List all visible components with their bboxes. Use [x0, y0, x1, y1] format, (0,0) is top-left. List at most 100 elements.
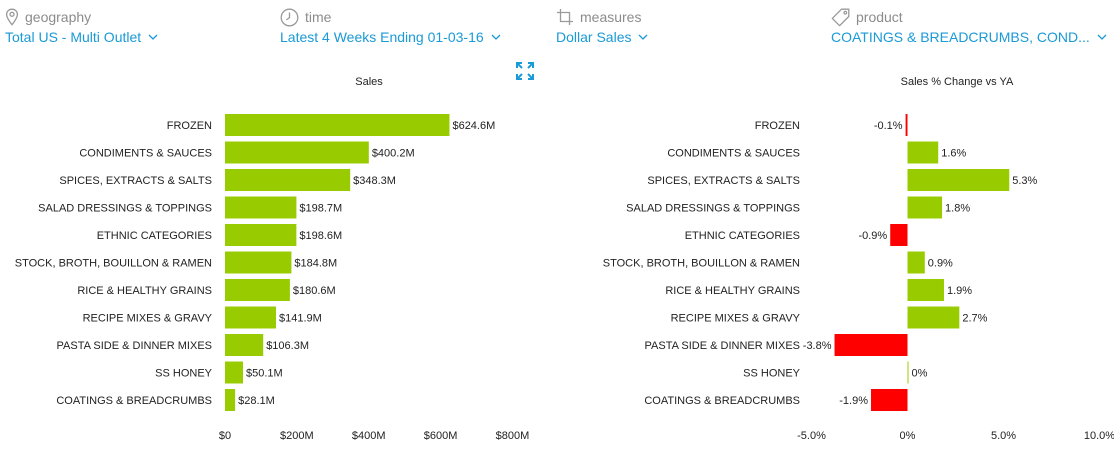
bar[interactable] [907, 361, 909, 384]
category-label: STOCK, BROTH, BOUILLON & RAMEN [603, 258, 800, 270]
bar[interactable] [907, 306, 960, 329]
filter-measures-value[interactable]: Dollar Sales [556, 29, 632, 45]
category-label: RICE & HEALTHY GRAINS [665, 285, 800, 297]
data-label: 0.9% [928, 258, 953, 270]
data-label: 1.9% [947, 285, 972, 297]
category-label: PASTA SIDE & DINNER MIXES [645, 340, 800, 352]
data-label: -3.8% [803, 340, 832, 352]
filter-geography[interactable]: geography Total US - Multi Outlet [5, 6, 158, 45]
x-tick-label: 0% [900, 430, 916, 442]
category-label: SALAD DRESSINGS & TOPPINGS [626, 203, 800, 215]
bar[interactable] [225, 251, 292, 274]
data-label: $28.1M [238, 395, 275, 407]
data-label: -1.9% [839, 395, 868, 407]
data-label: 1.6% [941, 148, 966, 160]
bar[interactable] [907, 196, 943, 219]
bar[interactable] [225, 279, 290, 301]
bar[interactable] [905, 114, 908, 136]
category-label: SPICES, EXTRACTS & SALTS [647, 175, 800, 187]
category-label: STOCK, BROTH, BOUILLON & RAMEN [15, 258, 212, 270]
category-label: ETHNIC CATEGORIES [685, 230, 800, 242]
bar[interactable] [225, 389, 236, 411]
data-label: $180.6M [293, 285, 336, 297]
data-label: -0.1% [874, 120, 903, 132]
data-label: $198.7M [299, 203, 342, 215]
data-label: $184.8M [294, 258, 337, 270]
bar[interactable] [225, 334, 264, 356]
data-label: 2.7% [962, 313, 987, 325]
bar[interactable] [225, 196, 297, 219]
category-label: ETHNIC CATEGORIES [97, 230, 212, 242]
data-label: $198.6M [299, 230, 342, 242]
filter-time-label: time [305, 9, 332, 25]
chart-title: Sales % Change vs YA [901, 76, 1014, 88]
x-tick-label: 10.0% [1084, 430, 1114, 442]
bar[interactable] [890, 224, 908, 246]
category-label: RICE & HEALTHY GRAINS [77, 285, 212, 297]
bar[interactable] [907, 141, 939, 164]
chevron-down-icon[interactable] [491, 34, 501, 40]
category-label: SS HONEY [155, 368, 213, 380]
data-label: $141.9M [279, 313, 322, 325]
data-label: $624.6M [452, 120, 495, 132]
filter-geography-label: geography [25, 9, 92, 25]
data-label: 5.3% [1012, 175, 1037, 187]
filter-product-value[interactable]: COATINGS & BREADCRUMBS, COND... [831, 29, 1090, 45]
data-label: 0% [912, 368, 928, 380]
category-label: FROZEN [167, 120, 212, 132]
chevron-down-icon[interactable] [1097, 34, 1107, 40]
bar[interactable] [225, 169, 351, 191]
filter-product-dropdown[interactable]: COATINGS & BREADCRUMBS, COND... [831, 29, 1107, 45]
category-label: COATINGS & BREADCRUMBS [56, 395, 212, 407]
category-label: COATINGS & BREADCRUMBS [644, 395, 800, 407]
x-tick-label: $800M [496, 430, 530, 442]
filter-measures-dropdown[interactable]: Dollar Sales [556, 29, 648, 45]
filter-product-label: product [856, 9, 903, 25]
bar[interactable] [225, 224, 297, 246]
bar[interactable] [834, 334, 908, 356]
bar[interactable] [225, 141, 369, 164]
category-label: CONDIMENTS & SAUCES [79, 148, 212, 160]
data-label: -0.9% [858, 230, 887, 242]
filter-product[interactable]: product COATINGS & BREADCRUMBS, COND... [831, 6, 1107, 45]
category-label: SPICES, EXTRACTS & SALTS [59, 175, 212, 187]
category-label: FROZEN [755, 120, 800, 132]
bar[interactable] [225, 361, 244, 384]
location-pin-icon [5, 8, 19, 26]
bar[interactable] [907, 251, 925, 274]
crop-icon [556, 8, 574, 26]
sales-bar-chart: Sales FROZEN $624.6M CONDIMENTS & SAUCES $40… [15, 76, 530, 442]
bar[interactable] [225, 114, 450, 136]
data-label: $400.2M [372, 148, 415, 160]
x-tick-label: $400M [352, 430, 386, 442]
chevron-down-icon[interactable] [148, 34, 158, 40]
category-label: SALAD DRESSINGS & TOPPINGS [38, 203, 212, 215]
data-label: $50.1M [246, 368, 283, 380]
category-label: RECIPE MIXES & GRAVY [83, 313, 213, 325]
x-tick-label: $200M [280, 430, 314, 442]
data-label: $348.3M [353, 175, 396, 187]
filter-time-dropdown[interactable]: Latest 4 Weeks Ending 01-03-16 [280, 29, 501, 45]
clock-icon [280, 8, 299, 27]
tag-icon [831, 8, 850, 27]
filter-geography-dropdown[interactable]: Total US - Multi Outlet [5, 29, 158, 45]
bar[interactable] [225, 306, 276, 329]
data-label: 1.8% [945, 203, 970, 215]
bar[interactable] [871, 389, 908, 411]
filter-geography-value[interactable]: Total US - Multi Outlet [5, 29, 142, 45]
bar[interactable] [907, 169, 1010, 191]
filter-measures[interactable]: measures Dollar Sales [556, 6, 648, 45]
filter-time[interactable]: time Latest 4 Weeks Ending 01-03-16 [280, 6, 501, 45]
data-label: $106.3M [266, 340, 309, 352]
chevron-down-icon[interactable] [638, 34, 648, 40]
x-tick-label: $0 [219, 430, 231, 442]
expand-icon[interactable] [516, 62, 534, 80]
category-label: PASTA SIDE & DINNER MIXES [57, 340, 212, 352]
category-label: SS HONEY [743, 368, 801, 380]
bar[interactable] [907, 279, 944, 301]
filter-time-value[interactable]: Latest 4 Weeks Ending 01-03-16 [280, 29, 484, 45]
category-label: CONDIMENTS & SAUCES [667, 148, 800, 160]
category-label: RECIPE MIXES & GRAVY [671, 313, 801, 325]
x-tick-label: -5.0% [797, 430, 826, 442]
